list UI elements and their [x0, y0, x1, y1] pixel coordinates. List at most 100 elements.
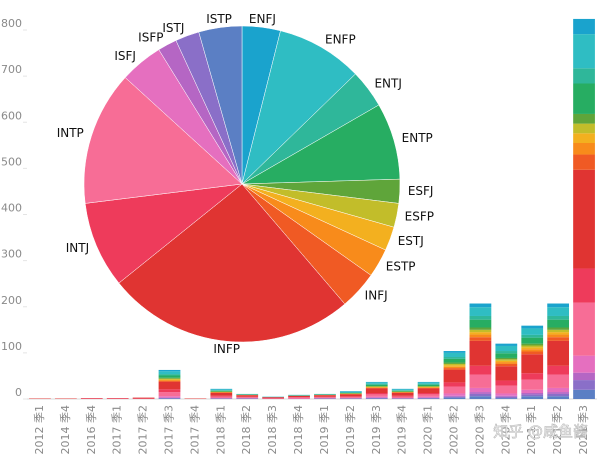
bar-segment: [547, 366, 569, 375]
bar-segment: [159, 389, 181, 392]
bar-segment: [236, 395, 258, 396]
bar-segment: [418, 382, 440, 383]
bar-segment: [392, 393, 414, 396]
bar-segment: [444, 393, 466, 395]
bar-segment: [547, 341, 569, 366]
bar-segment: [495, 346, 517, 351]
bar-segment: [444, 357, 466, 359]
bar-segment: [521, 349, 543, 351]
x-tick-label: 2018 季2: [240, 405, 253, 455]
bar-segment: [236, 397, 258, 398]
y-tick-label: 400: [1, 202, 22, 215]
x-tick-label: 2019 季1: [318, 405, 331, 455]
bar-segment: [418, 394, 440, 396]
x-tick-label: 2019 季3: [370, 405, 383, 455]
bar-segment: [444, 364, 466, 365]
bar-segment: [495, 358, 517, 359]
bar-segment: [444, 370, 466, 382]
bar-segment: [521, 335, 543, 338]
x-tick-label: 2017 季3: [163, 405, 176, 455]
bar-segment: [133, 398, 155, 399]
slice-label: ESFJ: [408, 184, 434, 198]
bar-segment: [573, 356, 595, 373]
bar-segment: [521, 347, 543, 349]
bar-segment: [547, 304, 569, 308]
bar-segment: [521, 351, 543, 354]
watermark: 知乎 @咸鱼酱: [493, 423, 588, 441]
y-tick-label: 200: [1, 294, 22, 307]
bar-segment: [444, 353, 466, 357]
bar-segment: [288, 398, 310, 399]
bar-segment: [573, 114, 595, 124]
bar-segment: [210, 397, 232, 398]
bar-segment: [470, 396, 492, 399]
bar-segment: [573, 303, 595, 356]
bar-segment: [159, 378, 181, 379]
x-tick-label: 2018 季4: [292, 405, 305, 455]
bar-segment: [547, 394, 569, 396]
bar-segment: [444, 351, 466, 353]
bar-segment: [495, 359, 517, 360]
bar-segment: [340, 394, 362, 396]
bar-segment: [521, 345, 543, 347]
bar-segment: [159, 370, 181, 371]
bar-segment: [210, 389, 232, 390]
y-tick-label: 700: [1, 63, 22, 76]
bar-segment: [210, 391, 232, 392]
bar-segment: [573, 390, 595, 399]
bar-segment: [392, 389, 414, 390]
slice-label: ENTP: [402, 131, 433, 145]
bar-segment: [547, 330, 569, 332]
bar-segment: [340, 397, 362, 398]
bar-segment: [470, 375, 492, 388]
bar-segment: [573, 68, 595, 83]
x-tick-label: 2019 季2: [344, 405, 357, 455]
x-tick-label: 2012 季1: [33, 405, 46, 455]
slice-label: ISFP: [138, 30, 163, 44]
bar-segment: [392, 397, 414, 398]
bar-segment: [340, 392, 362, 393]
slice-label: INTJ: [66, 241, 89, 255]
bar-segment: [521, 394, 543, 396]
slice-label: INFJ: [365, 288, 388, 302]
y-tick-label: 100: [1, 340, 22, 353]
bar-segment: [573, 155, 595, 170]
bar-segment: [366, 393, 388, 394]
bar-segment: [418, 393, 440, 394]
x-tick-label: 2018 季1: [214, 405, 227, 455]
bar-segment: [444, 387, 466, 394]
bar-segment: [495, 398, 517, 399]
bar-segment: [495, 364, 517, 366]
bar-segment: [547, 337, 569, 341]
bar-segment: [470, 388, 492, 392]
bar-segment: [470, 337, 492, 341]
pie-chart: ENFJENFPENTJENTPESFJESFPESTJESTPINFJINFP…: [57, 12, 434, 356]
x-tick-label: 2020 季1: [422, 405, 435, 455]
bar-segment: [159, 374, 181, 375]
bar-segment: [210, 393, 232, 396]
bar-segment: [547, 320, 569, 328]
bar-segment: [495, 344, 517, 346]
bar-segment: [547, 334, 569, 337]
bar-segment: [495, 397, 517, 398]
bar-segment: [159, 375, 181, 377]
bar-segment: [521, 338, 543, 344]
bar-segment: [366, 385, 388, 386]
bar-segment: [573, 34, 595, 68]
bar-segment: [159, 392, 181, 396]
slice-label: ENFP: [325, 33, 356, 47]
bar-segment: [340, 396, 362, 397]
bar-segment: [470, 341, 492, 366]
bar-segment: [470, 394, 492, 396]
bar-segment: [366, 388, 388, 393]
bar-segment: [470, 392, 492, 394]
bar-segment: [444, 398, 466, 399]
y-tick-label: 0: [15, 386, 22, 399]
bar-segment: [573, 373, 595, 380]
bar-segment: [495, 351, 517, 353]
slice-label: ESTP: [386, 260, 416, 274]
slice-label: INTP: [57, 126, 84, 140]
slice-label: ISFJ: [114, 49, 136, 63]
y-tick-label: 300: [1, 248, 22, 261]
bar-segment: [262, 397, 284, 398]
